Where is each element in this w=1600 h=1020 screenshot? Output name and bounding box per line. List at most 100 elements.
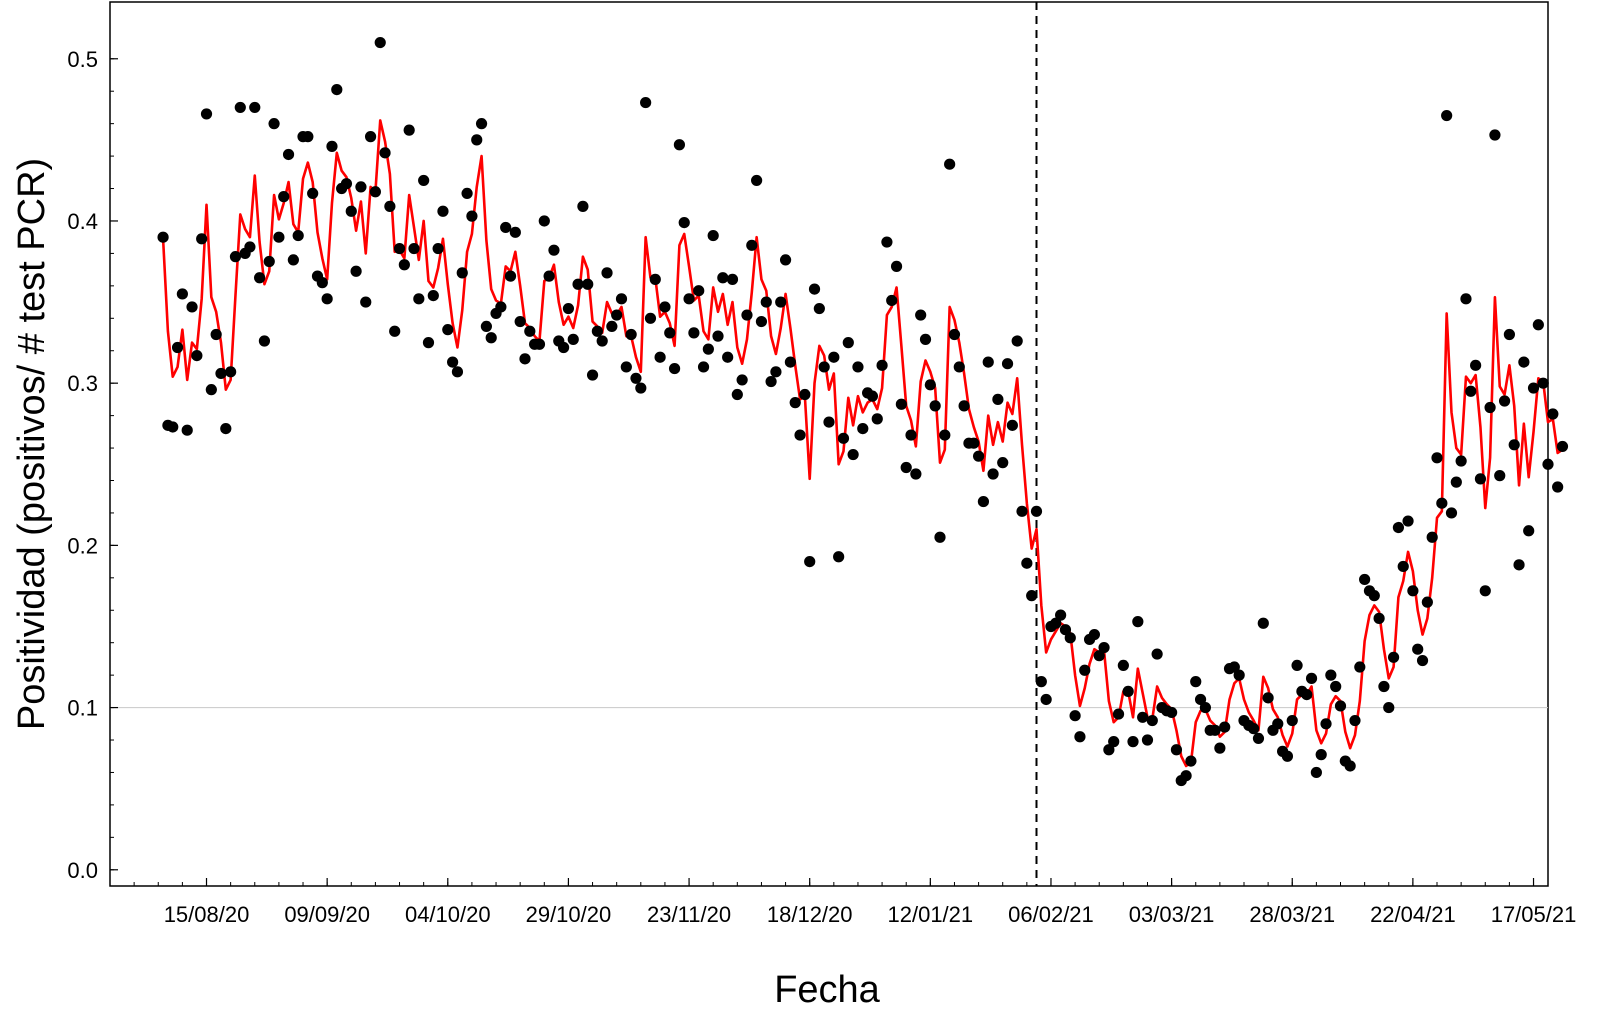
x-axis-title: Fecha xyxy=(774,969,880,1011)
data-point xyxy=(495,301,507,313)
data-point xyxy=(1378,680,1390,693)
data-point xyxy=(591,325,603,337)
data-point xyxy=(775,296,787,308)
data-point xyxy=(1214,742,1226,754)
data-point xyxy=(828,351,840,363)
data-point xyxy=(1021,557,1033,569)
data-point xyxy=(1146,714,1158,727)
data-point xyxy=(890,260,903,272)
data-point xyxy=(1305,672,1318,684)
data-point xyxy=(1412,643,1424,655)
data-point xyxy=(475,118,488,130)
y-tick-label: 0.4 xyxy=(67,209,98,234)
data-point xyxy=(485,332,497,344)
data-point xyxy=(958,400,970,412)
data-point xyxy=(278,191,290,203)
data-point xyxy=(659,301,671,313)
data-point xyxy=(982,356,994,368)
data-point xyxy=(751,174,763,187)
data-point xyxy=(1455,455,1467,467)
data-point xyxy=(500,221,512,234)
data-point xyxy=(1069,710,1081,722)
data-point xyxy=(389,325,401,337)
x-tick-label: 09/09/20 xyxy=(284,902,370,927)
data-point xyxy=(712,330,724,342)
data-point xyxy=(1556,440,1569,453)
data-point xyxy=(731,388,743,401)
data-point xyxy=(1127,736,1139,748)
data-point xyxy=(1117,659,1129,672)
data-point xyxy=(1518,356,1530,368)
data-point xyxy=(369,186,381,198)
data-point xyxy=(678,216,690,229)
data-point xyxy=(818,361,830,373)
data-point xyxy=(379,147,391,159)
data-point xyxy=(524,325,536,337)
data-point xyxy=(1301,689,1313,701)
data-point xyxy=(176,288,188,300)
data-point xyxy=(418,174,430,187)
data-point xyxy=(1122,685,1134,697)
data-point xyxy=(466,210,478,222)
data-point xyxy=(1262,692,1274,704)
x-tick-label: 15/08/20 xyxy=(164,902,250,927)
data-point xyxy=(1344,760,1356,772)
data-point xyxy=(1436,497,1448,509)
data-point xyxy=(1503,328,1515,341)
data-point xyxy=(640,96,652,109)
data-point xyxy=(1416,654,1429,667)
data-point xyxy=(1532,319,1544,331)
data-point xyxy=(543,270,555,282)
x-tick-label: 03/03/21 xyxy=(1129,902,1215,927)
data-point xyxy=(726,273,739,285)
data-point xyxy=(398,259,410,271)
data-point xyxy=(1180,770,1192,782)
data-point xyxy=(620,361,632,373)
data-point xyxy=(765,375,777,388)
data-point xyxy=(1001,358,1014,370)
data-point xyxy=(1291,659,1303,672)
data-point xyxy=(1426,531,1438,543)
x-tick-label: 28/03/21 xyxy=(1249,902,1335,927)
data-point xyxy=(427,289,439,302)
reference-lines xyxy=(110,2,1548,886)
data-point xyxy=(987,468,999,480)
data-point xyxy=(1421,596,1433,608)
x-tick-label: 06/02/21 xyxy=(1008,902,1094,927)
data-point xyxy=(1508,439,1520,451)
data-point xyxy=(558,341,570,354)
data-point xyxy=(1166,706,1178,719)
data-point xyxy=(1137,711,1149,723)
data-point xyxy=(837,432,850,444)
data-point xyxy=(1315,749,1327,761)
data-point xyxy=(1397,560,1409,573)
data-point xyxy=(292,229,304,242)
data-point xyxy=(833,551,845,563)
data-point xyxy=(191,350,203,362)
data-point xyxy=(1547,408,1559,420)
data-point xyxy=(1151,648,1163,660)
data-point xyxy=(972,450,985,462)
data-point xyxy=(1320,718,1332,730)
data-point xyxy=(596,335,608,347)
data-point xyxy=(1233,669,1245,681)
data-point xyxy=(915,309,927,321)
data-point xyxy=(519,353,531,365)
data-point xyxy=(229,251,242,263)
data-point xyxy=(307,187,319,199)
data-point xyxy=(326,140,338,152)
data-point xyxy=(205,384,217,396)
data-point xyxy=(586,369,599,381)
data-point xyxy=(1272,718,1284,730)
data-point xyxy=(225,366,237,378)
data-point xyxy=(1006,419,1018,431)
data-point xyxy=(1445,507,1458,519)
data-point xyxy=(1537,377,1549,389)
data-point xyxy=(1252,732,1265,745)
data-point xyxy=(847,448,859,461)
data-point xyxy=(1209,724,1221,736)
data-point xyxy=(562,302,575,315)
data-point xyxy=(384,200,396,212)
data-point xyxy=(1527,382,1540,394)
data-point xyxy=(181,424,193,436)
